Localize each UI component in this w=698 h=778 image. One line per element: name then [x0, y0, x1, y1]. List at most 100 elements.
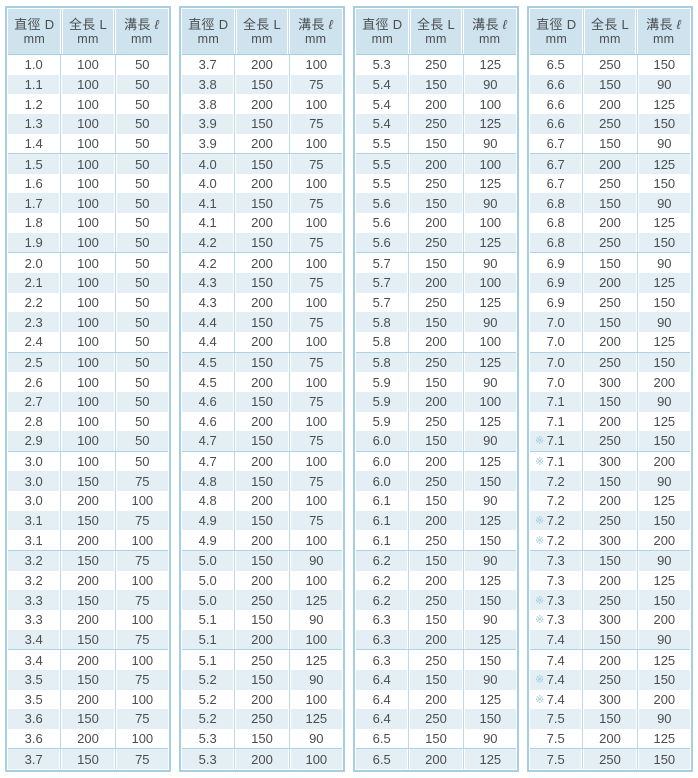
- length-value: 250: [425, 295, 447, 310]
- groove-value: 75: [309, 195, 324, 211]
- length-cell: 150: [581, 253, 635, 274]
- length-cell: 200: [233, 749, 287, 770]
- diameter-value: 3.2: [24, 572, 43, 588]
- groove-value: 75: [309, 156, 324, 172]
- groove-cell: 200: [635, 689, 690, 710]
- diameter-cell: 2.0: [8, 253, 59, 273]
- diameter-value: 4.0: [198, 176, 217, 192]
- groove-value: 100: [305, 334, 328, 350]
- groove-value: 90: [483, 553, 498, 569]
- diameter-cell: 6.1: [356, 491, 407, 511]
- groove-value: 50: [135, 275, 150, 291]
- groove-value: 100: [305, 176, 328, 192]
- table-row: 6.6 150 90: [530, 74, 690, 95]
- length-cell: 300: [581, 689, 635, 710]
- groove-value: 100: [131, 652, 154, 668]
- length-cell: 200: [59, 689, 113, 710]
- length-value: 150: [77, 672, 99, 688]
- diameter-cell: 5.2: [182, 709, 233, 729]
- groove-cell: 75: [287, 312, 342, 332]
- groove-cell: 90: [461, 728, 516, 749]
- groove-value: 90: [483, 314, 498, 330]
- table-row: 4.4 200 100: [182, 331, 342, 353]
- diameter-cell: 2.2: [8, 293, 59, 313]
- length-cell: 250: [407, 292, 461, 313]
- groove-value: 200: [653, 532, 676, 548]
- length-value: 150: [77, 473, 99, 489]
- groove-cell: 200: [635, 372, 690, 392]
- groove-value: 75: [309, 76, 324, 92]
- groove-value: 125: [479, 354, 502, 370]
- diameter-value: 6.1: [372, 532, 391, 548]
- groove-cell: 150: [635, 173, 690, 194]
- diameter-value: 1.1: [24, 76, 43, 92]
- column-header-label: 直徑 D: [14, 16, 55, 32]
- diameter-cell: 6.0: [356, 471, 407, 491]
- table-row: 7.3 200 125: [530, 570, 690, 591]
- diameter-value: 6.9: [546, 295, 565, 310]
- groove-cell: 125: [287, 590, 342, 610]
- diameter-cell: 3.3: [8, 590, 59, 610]
- length-cell: 150: [233, 193, 287, 214]
- groove-cell: 50: [113, 372, 168, 392]
- diameter-cell: 5.9: [356, 392, 407, 412]
- diameter-cell: 6.0: [356, 431, 407, 451]
- length-value: 200: [425, 572, 447, 588]
- diameter-cell: ※ 7.3: [530, 610, 581, 630]
- table-row: 6.1 200 125: [356, 510, 516, 531]
- diameter-value: 2.6: [24, 374, 43, 390]
- table-row: 5.4 200 100: [356, 94, 516, 114]
- diameter-value: 5.5: [372, 135, 391, 151]
- diameter-value: 7.0: [546, 334, 565, 350]
- groove-value: 75: [135, 672, 150, 688]
- diameter-cell: 4.3: [182, 293, 233, 313]
- diameter-cell: 2.8: [8, 412, 59, 432]
- diameter-cell: 7.1: [530, 412, 581, 432]
- length-cell: 150: [581, 391, 635, 412]
- groove-cell: 125: [461, 689, 516, 710]
- groove-value: 125: [653, 731, 676, 747]
- diameter-cell: 3.5: [8, 690, 59, 710]
- length-cell: 250: [581, 749, 635, 770]
- groove-cell: 100: [461, 154, 516, 174]
- groove-cell: 100: [287, 451, 342, 472]
- length-value: 250: [599, 672, 621, 688]
- diameter-value: 6.8: [546, 195, 565, 211]
- table-row: 5.3 250 125: [356, 55, 516, 75]
- groove-value: 50: [135, 314, 150, 330]
- diameter-value: 5.9: [372, 394, 391, 410]
- length-value: 150: [425, 314, 447, 330]
- table-row: ※ 7.2 300 200: [530, 530, 690, 552]
- table-row: 4.6 200 100: [182, 411, 342, 432]
- length-cell: 150: [233, 471, 287, 492]
- length-cell: 250: [233, 590, 287, 610]
- groove-value: 100: [479, 394, 502, 410]
- diameter-cell: 6.4: [356, 690, 407, 710]
- length-cell: 300: [581, 451, 635, 472]
- length-value: 100: [77, 116, 99, 132]
- diameter-value: 6.3: [372, 631, 391, 647]
- groove-cell: 125: [461, 232, 516, 253]
- groove-cell: 90: [461, 312, 516, 332]
- groove-cell: 125: [461, 411, 516, 432]
- length-value: 250: [425, 176, 447, 192]
- groove-cell: 75: [287, 471, 342, 492]
- table-row: 1.7 100 50: [8, 193, 168, 214]
- length-cell: 200: [59, 609, 113, 630]
- length-cell: 150: [407, 193, 461, 214]
- length-value: 150: [425, 195, 447, 211]
- diameter-value: 4.3: [198, 275, 217, 291]
- groove-cell: 75: [113, 510, 168, 531]
- table-row: 6.5 150 90: [356, 728, 516, 750]
- length-cell: 100: [59, 173, 113, 194]
- groove-value: 100: [305, 454, 328, 470]
- diameter-value: 6.4: [372, 711, 391, 727]
- diameter-value: 2.9: [24, 433, 43, 449]
- table-row: 5.6 150 90: [356, 193, 516, 214]
- length-value: 150: [251, 553, 273, 569]
- diameter-value: 7.1: [546, 433, 565, 449]
- groove-cell: 100: [113, 530, 168, 551]
- diameter-cell: 1.4: [8, 134, 59, 154]
- length-cell: 250: [233, 709, 287, 729]
